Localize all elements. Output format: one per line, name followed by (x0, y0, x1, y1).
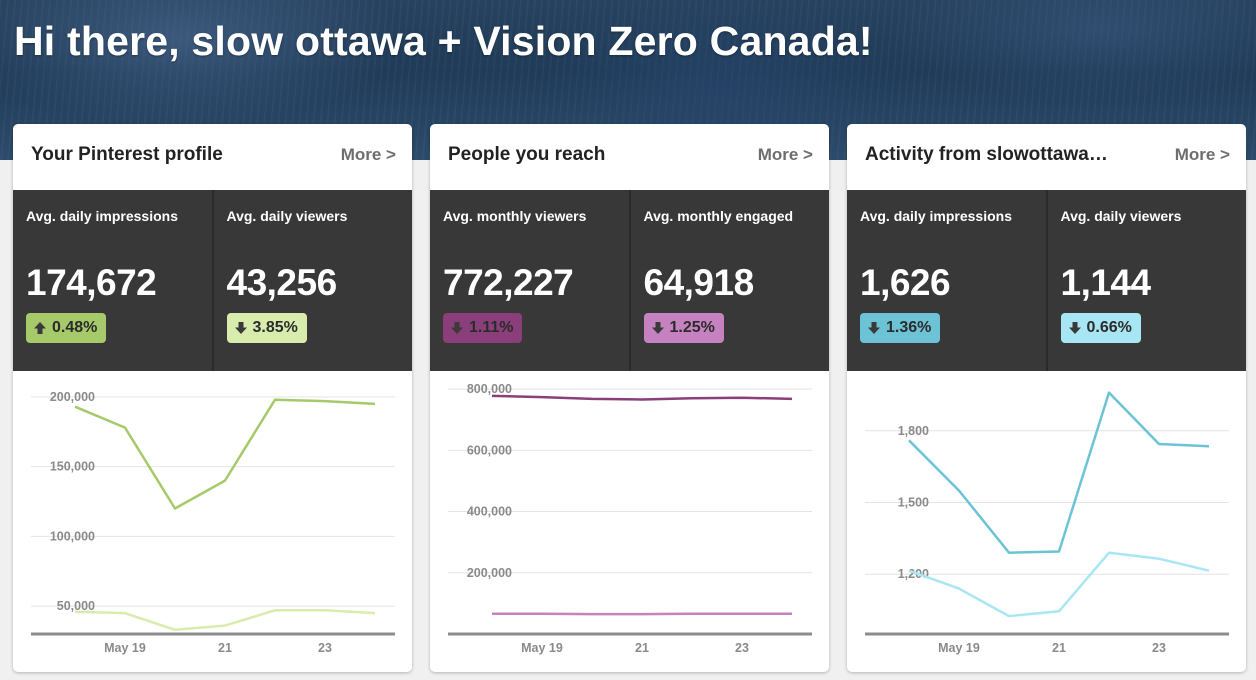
change-badge: 0.48% (26, 313, 107, 343)
x-tick-label: 23 (318, 641, 332, 655)
x-tick-label: May 19 (521, 641, 563, 655)
y-tick-label: 100,000 (50, 529, 95, 543)
change-value: 3.85% (252, 319, 298, 336)
more-link[interactable]: More > (757, 145, 813, 164)
card-people-you-reach: People you reach More > Avg. monthly vie… (430, 124, 829, 672)
card-pinterest-profile: Your Pinterest profile More > Avg. daily… (13, 124, 412, 672)
stat-label: Avg. daily viewers (226, 208, 348, 224)
y-tick-label: 1,500 (898, 496, 929, 510)
more-link[interactable]: More > (340, 145, 396, 164)
chart-svg: 200,000 400,000 600,000 800,000 May 19 21 23 (448, 382, 812, 655)
card-title: Activity from slowottawa… (865, 144, 1108, 165)
y-tick-label: 50,000 (57, 599, 95, 613)
y-tick-label: 600,000 (467, 443, 512, 457)
change-value: 0.66% (1086, 319, 1132, 336)
arrow-down-icon (867, 321, 881, 335)
y-tick-label: 1,800 (898, 424, 929, 438)
stat-impressions[interactable]: Avg. daily impressions 1,626 1.36% (847, 190, 1046, 371)
x-tick-label: 21 (635, 641, 649, 655)
x-tick-label: 23 (1152, 641, 1166, 655)
arrow-down-icon (234, 321, 248, 335)
more-link[interactable]: More > (1174, 145, 1230, 164)
series-line-1 (908, 391, 1210, 554)
stat-value: 174,672 (26, 262, 157, 303)
series-line-2 (908, 551, 1210, 618)
x-tick-label: 21 (1052, 641, 1066, 655)
stat-viewers[interactable]: Avg. daily viewers 43,256 3.85% (211, 190, 413, 371)
arrow-up-icon (33, 321, 47, 335)
stats-panel: Avg. monthly viewers 772,227 1.11% Avg. … (430, 190, 829, 371)
stat-label: Avg. daily viewers (1060, 208, 1182, 224)
stat-monthly-viewers[interactable]: Avg. monthly viewers 772,227 1.11% (430, 190, 629, 371)
y-tick-label: 400,000 (467, 505, 512, 519)
stat-label: Avg. daily impressions (860, 208, 1012, 224)
change-value: 1.25% (669, 319, 715, 336)
stat-monthly-engaged[interactable]: Avg. monthly engaged 64,918 1.25% (628, 190, 830, 371)
stat-label: Avg. daily impressions (26, 208, 178, 224)
change-badge: 1.36% (860, 313, 941, 343)
series-line-2 (74, 609, 376, 632)
card-title: People you reach (448, 144, 606, 165)
chart-svg: 50,000 100,000 150,000 200,000 May 19 21 23 (31, 390, 395, 655)
stat-value: 64,918 (643, 262, 755, 303)
change-badge: 3.85% (226, 313, 307, 343)
line-chart: 50,000 100,000 150,000 200,000 May 19 21 23 (13, 371, 412, 672)
stats-panel: Avg. daily impressions 1,626 1.36% Avg. … (847, 190, 1246, 371)
change-value: 1.36% (886, 319, 932, 336)
stat-value: 772,227 (443, 262, 574, 303)
stat-viewers[interactable]: Avg. daily viewers 1,144 0.66% (1045, 190, 1247, 371)
card-header: People you reach More > (430, 124, 829, 190)
stat-label: Avg. monthly engaged (643, 208, 794, 224)
x-tick-label: 21 (218, 641, 232, 655)
y-tick-label: 150,000 (50, 460, 95, 474)
card-header: Your Pinterest profile More > (13, 124, 412, 190)
stat-value: 43,256 (226, 262, 338, 303)
change-value: 1.11% (469, 319, 514, 336)
series-line-1 (491, 394, 793, 401)
y-tick-label: 200,000 (50, 390, 95, 404)
stat-value: 1,144 (1060, 262, 1152, 303)
y-tick-label: 800,000 (467, 382, 512, 396)
card-header: Activity from slowottawa… More > (847, 124, 1246, 190)
line-chart: 1,200 1,500 1,800 May 19 21 23 (847, 371, 1246, 672)
x-tick-label: May 19 (938, 641, 980, 655)
greeting-title: Hi there, slow ottawa + Vision Zero Cana… (14, 18, 873, 64)
card-title: Your Pinterest profile (31, 144, 223, 165)
x-tick-label: May 19 (104, 641, 146, 655)
y-tick-label: 1,200 (898, 567, 929, 581)
stat-label: Avg. monthly viewers (443, 208, 587, 224)
arrow-down-icon (450, 321, 464, 335)
stat-impressions[interactable]: Avg. daily impressions 174,672 0.48% (13, 190, 212, 371)
change-badge: 0.66% (1060, 313, 1141, 343)
line-chart: 200,000 400,000 600,000 800,000 May 19 21 23 (430, 371, 829, 672)
stats-panel: Avg. daily impressions 174,672 0.48% Avg… (13, 190, 412, 371)
change-value: 0.48% (52, 319, 98, 336)
y-tick-label: 200,000 (467, 566, 512, 580)
card-activity: Activity from slowottawa… More > Avg. da… (847, 124, 1246, 672)
stat-value: 1,626 (860, 262, 951, 303)
change-badge: 1.11% (443, 313, 523, 343)
x-tick-label: 23 (735, 641, 749, 655)
chart-svg: 1,200 1,500 1,800 May 19 21 23 (865, 391, 1229, 655)
arrow-down-icon (1068, 321, 1082, 335)
arrow-down-icon (651, 321, 665, 335)
series-line-1 (74, 398, 376, 510)
change-badge: 1.25% (643, 313, 724, 343)
